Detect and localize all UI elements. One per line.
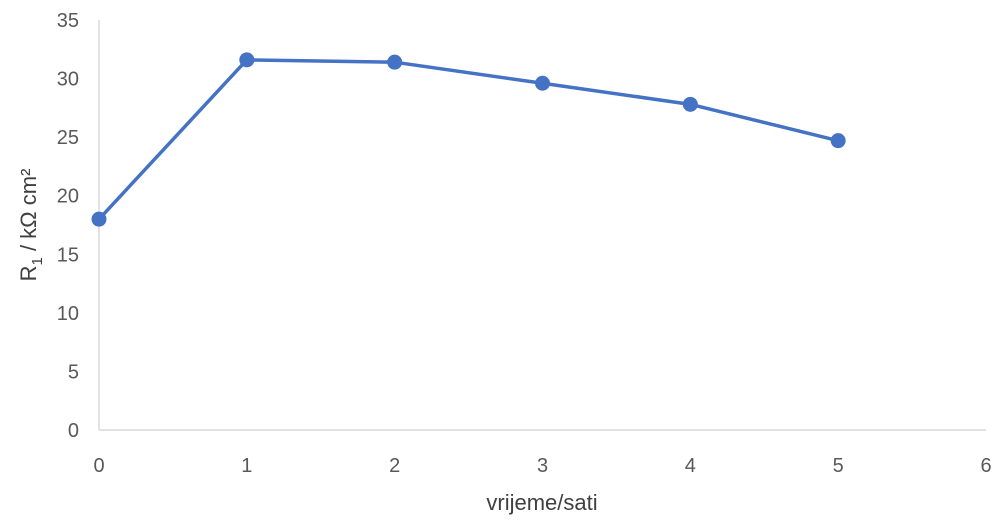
data-point: [682, 96, 698, 112]
x-axis-title: vrijeme/sati: [486, 490, 597, 515]
series-line: [97, 58, 839, 221]
data-points: [91, 52, 846, 227]
x-tick-label: 6: [980, 455, 991, 477]
x-tick-label: 4: [685, 455, 696, 477]
data-point: [239, 52, 255, 68]
x-tick-label: 0: [93, 455, 104, 477]
y-axis-title: R1 / kΩ cm²: [16, 169, 46, 282]
y-axis-title-rest: / kΩ cm²: [16, 169, 41, 258]
x-tick-label: 5: [833, 455, 844, 477]
data-point: [830, 133, 846, 149]
y-axis-title-main: R: [16, 266, 41, 282]
x-tick-labels: 0 1 2 3 4 5 6: [93, 455, 991, 477]
y-tick-label: 10: [57, 303, 79, 325]
data-point: [387, 54, 403, 70]
y-tick-label: 20: [57, 186, 79, 208]
x-tick-label: 1: [241, 455, 252, 477]
y-tick-label: 25: [57, 127, 79, 149]
data-point: [91, 211, 107, 227]
y-tick-label: 15: [57, 244, 79, 266]
y-tick-label: 35: [57, 10, 79, 32]
x-tick-label: 3: [537, 455, 548, 477]
y-tick-label: 0: [68, 420, 79, 442]
y-axis-title-sub: 1: [29, 257, 46, 265]
y-tick-label: 30: [57, 69, 79, 91]
y-tick-labels: 0 5 10 15 20 25 30 35: [57, 10, 79, 442]
data-point: [535, 75, 550, 91]
y-tick-label: 5: [68, 361, 79, 383]
x-tick-label: 2: [389, 455, 400, 477]
